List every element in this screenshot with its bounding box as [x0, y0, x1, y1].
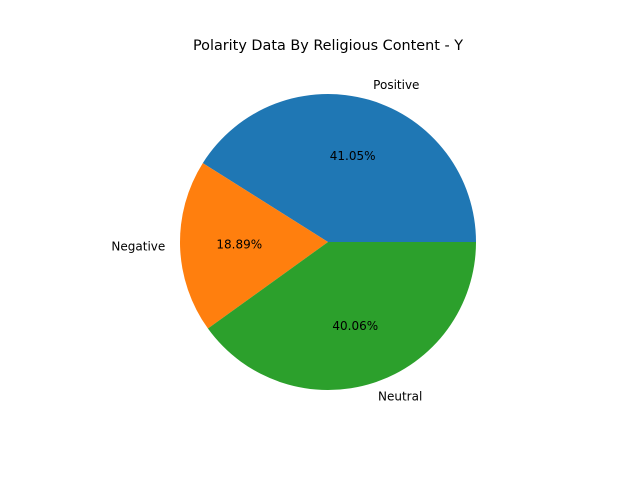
pie-labels: Positive 41.05% Negative 18.89% Neutral 40.06…	[111, 78, 422, 403]
percent-label-positive: 41.05%	[330, 149, 376, 163]
slice-label-positive: Positive	[373, 78, 419, 92]
pie-slice-positive	[202, 94, 476, 242]
pie-slice-negative	[180, 163, 328, 329]
chart-title: Polarity Data By Religious Content - Y	[193, 38, 463, 54]
pie-slices	[180, 94, 476, 391]
slice-label-neutral: Neutral	[378, 389, 422, 403]
slice-label-negative: Negative	[111, 240, 165, 254]
percent-label-negative: 18.89%	[216, 237, 262, 251]
pie-slice-neutral	[207, 242, 476, 391]
percent-label-neutral: 40.06%	[332, 319, 378, 333]
